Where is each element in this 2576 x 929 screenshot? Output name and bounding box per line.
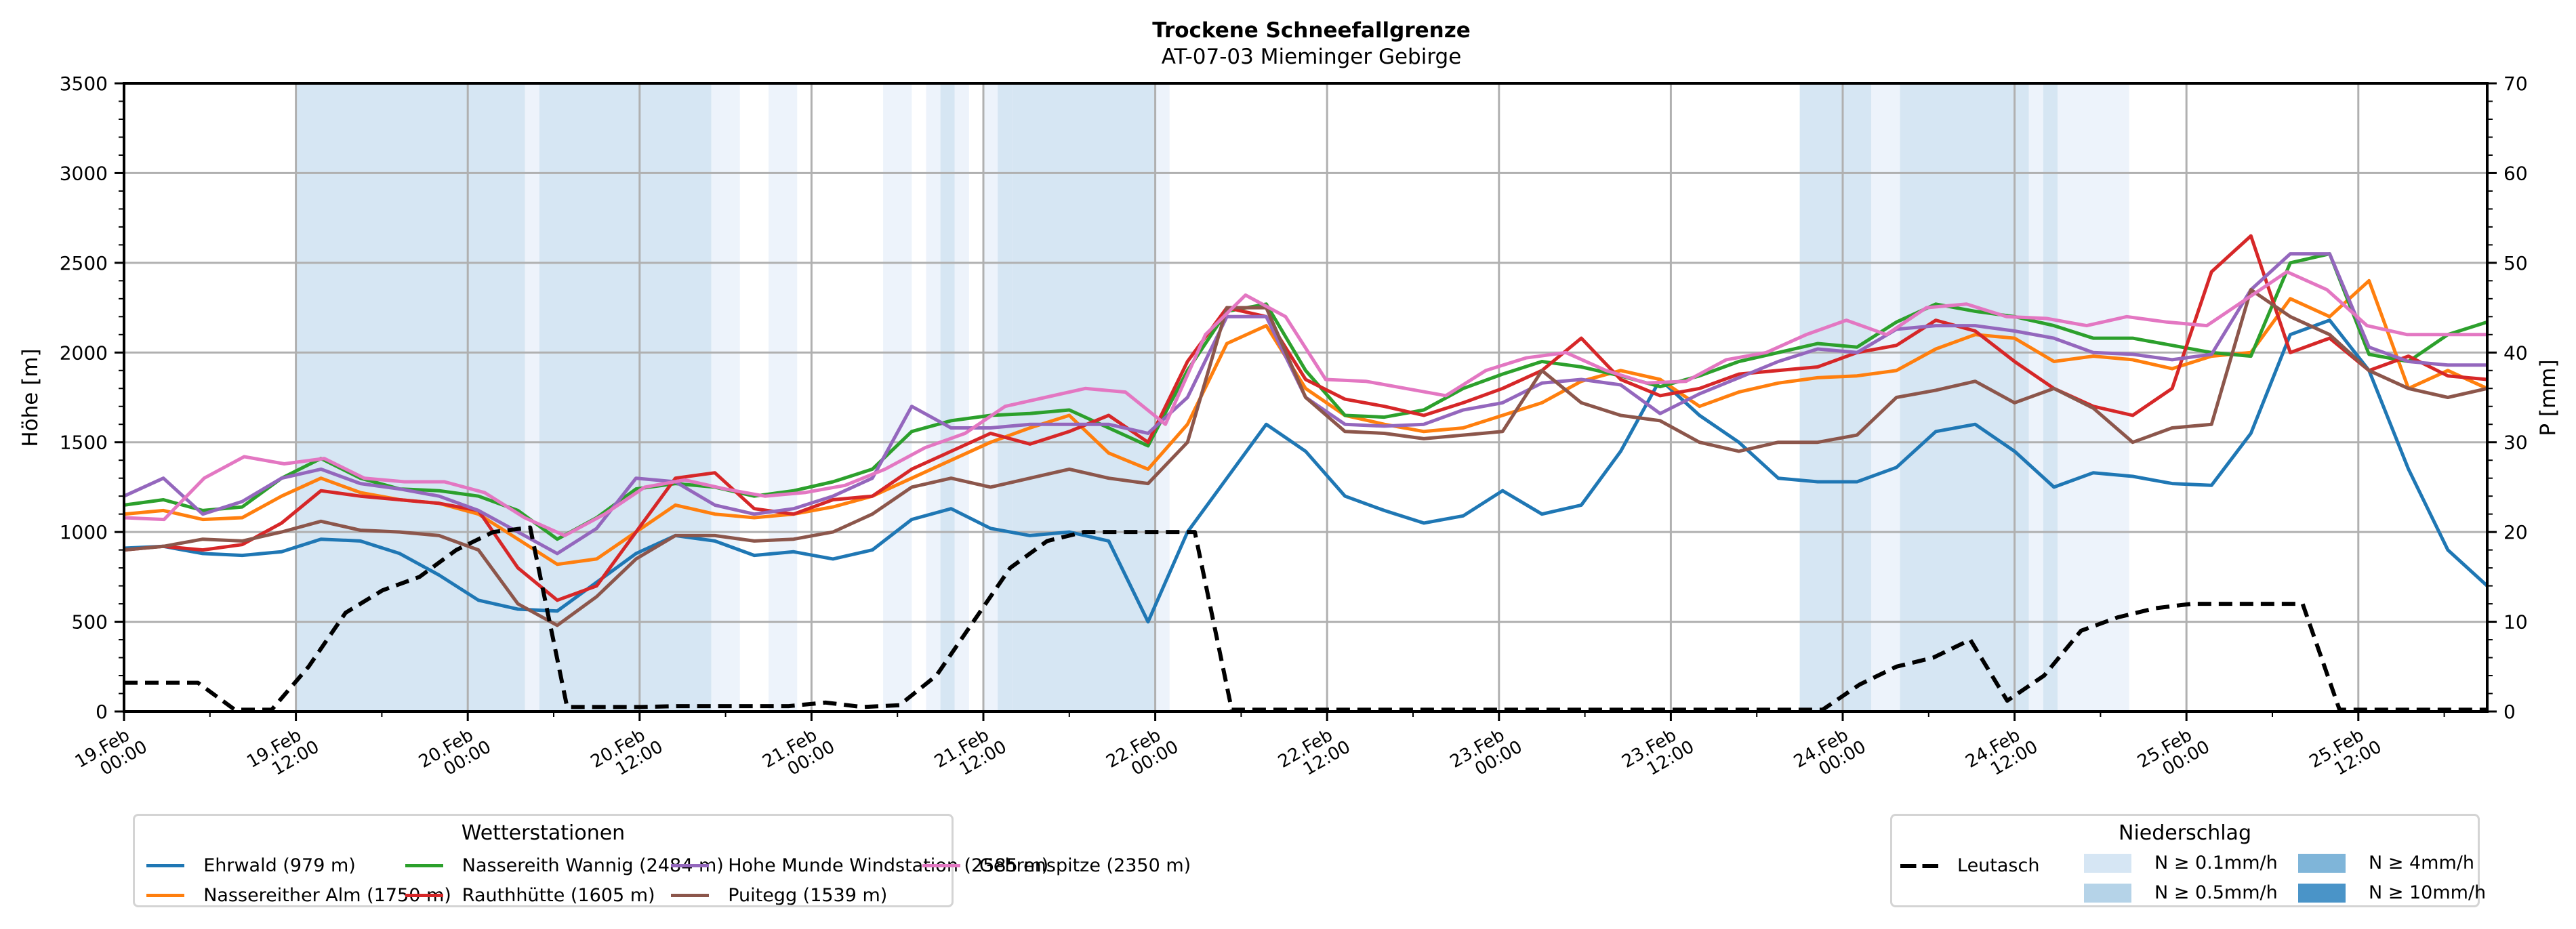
- series-lines: [123, 234, 2489, 712]
- precip-band: [1799, 83, 1872, 711]
- precip-band: [1900, 83, 2015, 711]
- y-right-tick-label: 0: [2503, 701, 2516, 723]
- plot-frame: [123, 82, 2489, 713]
- precip-band: [998, 83, 1013, 711]
- y-tick-label: 2000: [60, 342, 108, 364]
- legend-item-station: Puitegg (1539 m): [671, 885, 887, 906]
- precip-band: [983, 83, 998, 711]
- y-tick-label: 1000: [60, 521, 108, 543]
- precip-band: [940, 83, 955, 711]
- y-axis-label: Höhe [m]: [18, 348, 43, 447]
- line-swatch: [405, 864, 443, 867]
- legend-label: Leutasch: [1957, 855, 2040, 876]
- chart-title: Trockene Schneefallgrenze: [1152, 18, 1471, 43]
- series-line-gehrenspitze-2350-m: [123, 270, 2487, 537]
- y-tick-label: 0: [96, 701, 108, 723]
- y-axis-right-label: P [mm]: [2536, 359, 2560, 436]
- precip-band: [2014, 83, 2029, 711]
- y-tick-label: 500: [72, 611, 108, 634]
- y-right-tick-label: 10: [2503, 611, 2528, 634]
- legend-label: Puitegg (1539 m): [728, 885, 888, 906]
- legend-precip-title: Niederschlag: [2119, 821, 2251, 845]
- legend-stations: Wetterstationen Ehrwald (979 m) Nassereit…: [133, 814, 1191, 907]
- legend-item-precip-level: N ≥ 0.1mm/h: [2084, 852, 2278, 873]
- color-swatch: [2298, 883, 2346, 903]
- legend-item-station: Gehrenspitze (2350 m): [922, 855, 1191, 876]
- legend-label: N ≥ 4mm/h: [2369, 852, 2474, 873]
- y-right-tick-label: 40: [2503, 342, 2528, 364]
- precip-band: [1155, 83, 1170, 711]
- y-tick-label: 1500: [60, 432, 108, 454]
- precip-band: [2043, 83, 2058, 711]
- series-line-puitegg-1539-m: [123, 288, 2488, 627]
- y-right-tick-label: 60: [2503, 162, 2528, 184]
- y-right-tick-label: 30: [2503, 432, 2528, 454]
- legend-label: Gehrenspitze (2350 m): [979, 855, 1191, 876]
- y-tick-label: 3000: [60, 162, 108, 184]
- line-swatch: [922, 864, 960, 867]
- y-tick-label: 2500: [60, 252, 108, 274]
- precip-band: [711, 83, 740, 711]
- line-swatch: [146, 864, 185, 867]
- line-swatch: [146, 894, 185, 897]
- series-line-nassereither-alm-1750-m: [123, 278, 2489, 566]
- legend-item-station: Hohe Munde Windstation (2585 m): [671, 855, 1048, 876]
- y-right-tick-label: 70: [2503, 73, 2528, 95]
- line-swatch: [405, 894, 443, 897]
- legend-precip: Niederschlag Leutasch N ≥ 0.1mm/h N ≥ 0.5…: [1890, 814, 2486, 907]
- series-line-nassereith-wannig-2484-m: [123, 252, 2488, 541]
- legend-label: Rauthhütte (1605 m): [462, 885, 655, 906]
- y-right-tick-label: 50: [2503, 252, 2528, 274]
- legend-label: N ≥ 10mm/h: [2369, 882, 2487, 903]
- legend-stations-title: Wetterstationen: [461, 821, 626, 845]
- legend-item-station: Ehrwald (979 m): [146, 855, 356, 876]
- color-swatch: [2084, 883, 2131, 903]
- precip-band: [883, 83, 912, 711]
- legend-item-leutasch: Leutasch: [1900, 855, 2039, 876]
- chart-subtitle: AT-07-03 Mieminger Gebirge: [1162, 45, 1462, 69]
- legend-item-precip-level: N ≥ 0.5mm/h: [2084, 882, 2278, 903]
- precip-band: [554, 83, 712, 711]
- legend-label: Ehrwald (979 m): [203, 855, 356, 876]
- legend-item-precip-level: N ≥ 4mm/h: [2298, 852, 2474, 873]
- series-line-leutasch: [124, 525, 2487, 712]
- legend-label: N ≥ 0.5mm/h: [2154, 882, 2278, 903]
- series-line-ehrwald-979-m: [123, 318, 2489, 624]
- legend-item-precip-level: N ≥ 10mm/h: [2298, 882, 2486, 903]
- dashed-line-swatch: [1900, 863, 1938, 868]
- legend-label: Hohe Munde Windstation (2585 m): [728, 855, 1049, 876]
- precip-band: [525, 83, 539, 711]
- precip-band: [926, 83, 941, 711]
- y-right-tick-label: 20: [2503, 521, 2528, 543]
- line-swatch: [671, 894, 710, 897]
- legend-item-station: Rauthhütte (1605 m): [405, 885, 655, 906]
- color-swatch: [2084, 853, 2131, 873]
- y-tick-label: 3500: [60, 73, 108, 95]
- precip-band: [769, 83, 798, 711]
- precipitation-bands: [295, 83, 2129, 711]
- precip-band: [954, 83, 969, 711]
- line-swatch: [671, 864, 710, 867]
- legend-label: N ≥ 0.1mm/h: [2154, 852, 2278, 873]
- precip-band: [295, 83, 525, 711]
- precip-band: [2028, 83, 2043, 711]
- color-swatch: [2298, 853, 2346, 873]
